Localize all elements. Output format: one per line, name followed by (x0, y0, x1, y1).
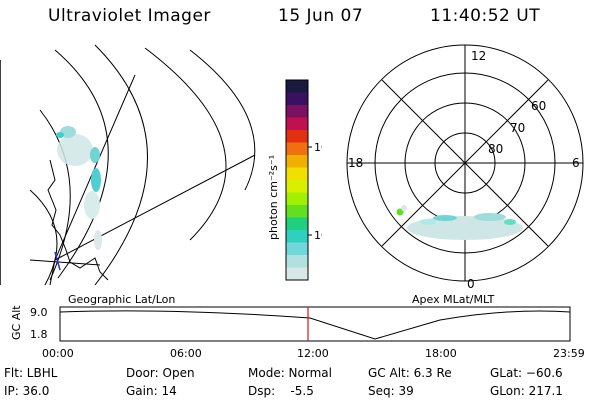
colorbar-swatch (286, 155, 308, 168)
apex-title: Apex MLat/MLT (412, 293, 495, 306)
colorbar-swatch (286, 255, 308, 268)
ytick-1-8: 1.8 (30, 328, 48, 341)
polar-aurora (396, 205, 523, 240)
colorbar-swatch (286, 167, 308, 181)
date-label: 15 Jun 07 (278, 6, 364, 26)
colorbar-swatch (286, 217, 308, 231)
colorbar-swatch (286, 192, 308, 206)
polar-plot: 12 18 6 0 60 70 80 (346, 44, 584, 291)
altitude-timeseries: Geographic Lat/Lon Apex MLat/MLT 9.0 1.8… (10, 293, 585, 360)
lat-label-60: 60 (531, 99, 546, 113)
filter-readout: Flt: LBHL (4, 366, 58, 380)
mlt-label-12: 12 (471, 49, 486, 63)
colorbar-swatch (286, 242, 308, 256)
lon-line-2 (54, 154, 256, 261)
xtick-1800: 18:00 (425, 347, 457, 360)
ip-readout: IP: 36.0 (4, 384, 50, 398)
lat-arc-4 (189, 49, 256, 191)
door-readout: Door: Open (126, 366, 195, 380)
geographic-map (0, 44, 256, 285)
xtick-0000: 00:00 (42, 347, 74, 360)
mlt-label-6: 6 (572, 156, 580, 170)
lon-line-4 (49, 259, 56, 285)
aurora-emission (56, 126, 102, 250)
lon-line-3 (29, 259, 101, 266)
colorbar-swatch (286, 230, 308, 243)
colorbar-swatch (286, 92, 308, 106)
lat-arc-2 (94, 44, 148, 285)
lat-arc-1 (54, 49, 109, 279)
colorbar-swatch (286, 117, 308, 131)
lat-arc-5 (39, 109, 71, 281)
lat-label-70: 70 (510, 121, 525, 135)
glon-readout: GLon: 217.1 (490, 384, 563, 398)
geo-title: Geographic Lat/Lon (68, 293, 175, 306)
gain-readout: Gain: 14 (126, 384, 177, 398)
xtick-2359: 23:59 (553, 347, 585, 360)
seq-readout: Seq: 39 (368, 384, 414, 398)
colorbar-swatches (286, 80, 308, 281)
xtick-0600: 06:00 (170, 347, 202, 360)
mlt-label-18: 18 (348, 156, 363, 170)
colorbar-swatch (286, 180, 308, 193)
colorbar-swatch (286, 105, 308, 118)
meridian-diag-2 (381, 79, 549, 247)
glat-readout: GLat: −60.6 (490, 366, 563, 380)
colorbar-tick-10: 10 (314, 229, 322, 242)
mlt-label-0: 0 (467, 277, 475, 291)
lat-arc-3 (144, 47, 227, 241)
colorbar-swatch (286, 80, 308, 93)
ytick-9: 9.0 (30, 306, 48, 319)
mode-readout: Mode: Normal (248, 366, 332, 380)
colorbar-tick-100: 100 (314, 141, 322, 154)
ts-frame (59, 306, 571, 342)
colorbar-swatch (286, 142, 308, 156)
colorbar: 100 10 photon cm⁻²s⁻¹ (267, 79, 322, 281)
colorbar-swatch (286, 267, 308, 281)
time-label: 11:40:52 UT (430, 6, 541, 26)
altitude-curve (59, 310, 571, 340)
colorbar-swatch (286, 205, 308, 218)
origin-marker (54, 251, 61, 271)
ts-ylabel: GC Alt (10, 305, 23, 340)
dsp-readout: Dsp: -5.5 (248, 384, 314, 398)
coastline (47, 159, 109, 281)
lat-arc-6 (29, 189, 58, 285)
bright-spot (396, 208, 404, 216)
instrument-title: Ultraviolet Imager (48, 6, 211, 26)
lat-label-80: 80 (488, 142, 503, 156)
lon-line-1 (54, 74, 136, 261)
colorbar-swatch (286, 130, 308, 143)
colorbar-units: photon cm⁻²s⁻¹ (267, 155, 280, 240)
gcalt-readout: GC Alt: 6.3 Re (368, 366, 452, 380)
colorbar-frame (285, 79, 309, 281)
xtick-1200: 12:00 (297, 347, 329, 360)
